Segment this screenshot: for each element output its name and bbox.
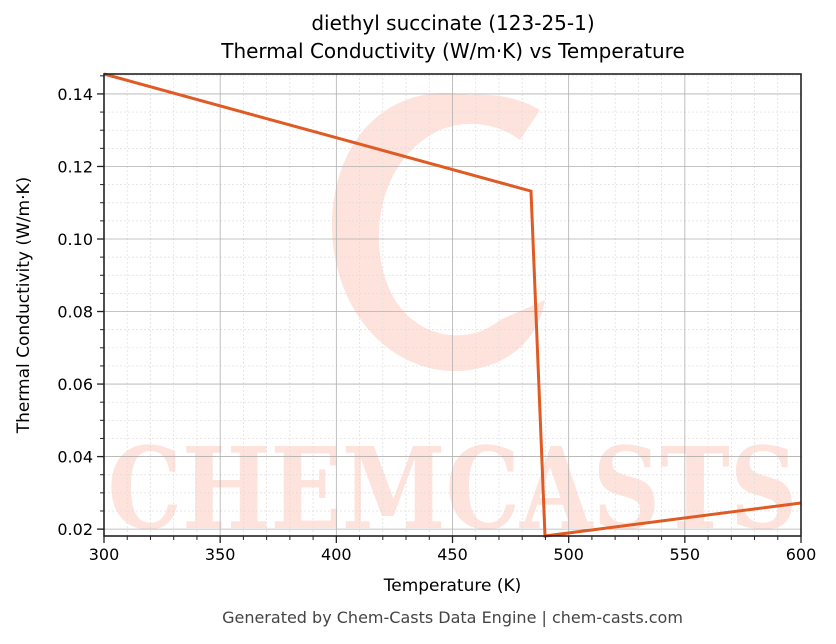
footer-credit: Generated by Chem-Casts Data Engine | ch… (222, 608, 683, 627)
x-axis-label: Temperature (K) (383, 576, 522, 596)
x-tick-label: 300 (89, 545, 120, 564)
x-tick-label: 600 (786, 545, 817, 564)
data-series-line (103, 72, 802, 538)
x-tick-label: 550 (670, 545, 701, 564)
y-tick-label: 0.04 (57, 448, 93, 467)
x-tick-label: 450 (437, 545, 468, 564)
y-tick-label: 0.14 (57, 85, 93, 104)
x-tick-label: 500 (553, 545, 584, 564)
chart-title-property: Thermal Conductivity (W/m·K) vs Temperat… (221, 39, 685, 63)
x-tick-label: 350 (205, 545, 236, 564)
y-tick-label: 0.10 (57, 230, 93, 249)
chart-title-compound: diethyl succinate (123-25-1) (311, 11, 595, 35)
y-tick-label: 0.06 (57, 375, 93, 394)
y-axis-label: Thermal Conductivity (W/m·K) (14, 176, 34, 434)
x-tick-label: 400 (321, 545, 352, 564)
y-tick-label: 0.12 (57, 157, 93, 176)
y-tick-label: 0.08 (57, 303, 93, 322)
y-tick-label: 0.02 (57, 520, 93, 539)
